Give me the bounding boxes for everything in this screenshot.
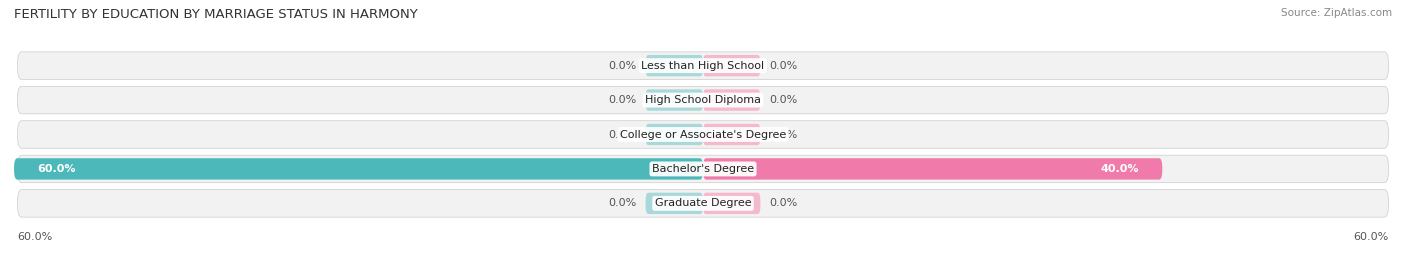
FancyBboxPatch shape	[17, 86, 1389, 114]
Text: FERTILITY BY EDUCATION BY MARRIAGE STATUS IN HARMONY: FERTILITY BY EDUCATION BY MARRIAGE STATU…	[14, 8, 418, 21]
FancyBboxPatch shape	[17, 190, 1389, 217]
Text: 0.0%: 0.0%	[769, 129, 797, 140]
Text: 0.0%: 0.0%	[769, 61, 797, 71]
Text: 0.0%: 0.0%	[609, 95, 637, 105]
Text: 60.0%: 60.0%	[37, 164, 76, 174]
Text: Source: ZipAtlas.com: Source: ZipAtlas.com	[1281, 8, 1392, 18]
FancyBboxPatch shape	[703, 55, 761, 76]
Text: 0.0%: 0.0%	[609, 198, 637, 208]
Text: 0.0%: 0.0%	[609, 129, 637, 140]
Text: Less than High School: Less than High School	[641, 61, 765, 71]
FancyBboxPatch shape	[17, 155, 1389, 183]
FancyBboxPatch shape	[645, 89, 703, 111]
FancyBboxPatch shape	[703, 124, 761, 145]
FancyBboxPatch shape	[645, 124, 703, 145]
FancyBboxPatch shape	[17, 121, 1389, 148]
Text: 0.0%: 0.0%	[609, 61, 637, 71]
FancyBboxPatch shape	[703, 193, 761, 214]
FancyBboxPatch shape	[17, 52, 1389, 79]
Text: 60.0%: 60.0%	[17, 232, 53, 242]
FancyBboxPatch shape	[14, 158, 703, 180]
Text: 0.0%: 0.0%	[769, 198, 797, 208]
FancyBboxPatch shape	[645, 193, 703, 214]
Text: Graduate Degree: Graduate Degree	[655, 198, 751, 208]
Text: College or Associate's Degree: College or Associate's Degree	[620, 129, 786, 140]
FancyBboxPatch shape	[703, 89, 761, 111]
Text: Bachelor's Degree: Bachelor's Degree	[652, 164, 754, 174]
FancyBboxPatch shape	[645, 55, 703, 76]
Text: 60.0%: 60.0%	[1353, 232, 1389, 242]
FancyBboxPatch shape	[703, 158, 1163, 180]
Text: High School Diploma: High School Diploma	[645, 95, 761, 105]
Text: 40.0%: 40.0%	[1101, 164, 1139, 174]
Text: 0.0%: 0.0%	[769, 95, 797, 105]
